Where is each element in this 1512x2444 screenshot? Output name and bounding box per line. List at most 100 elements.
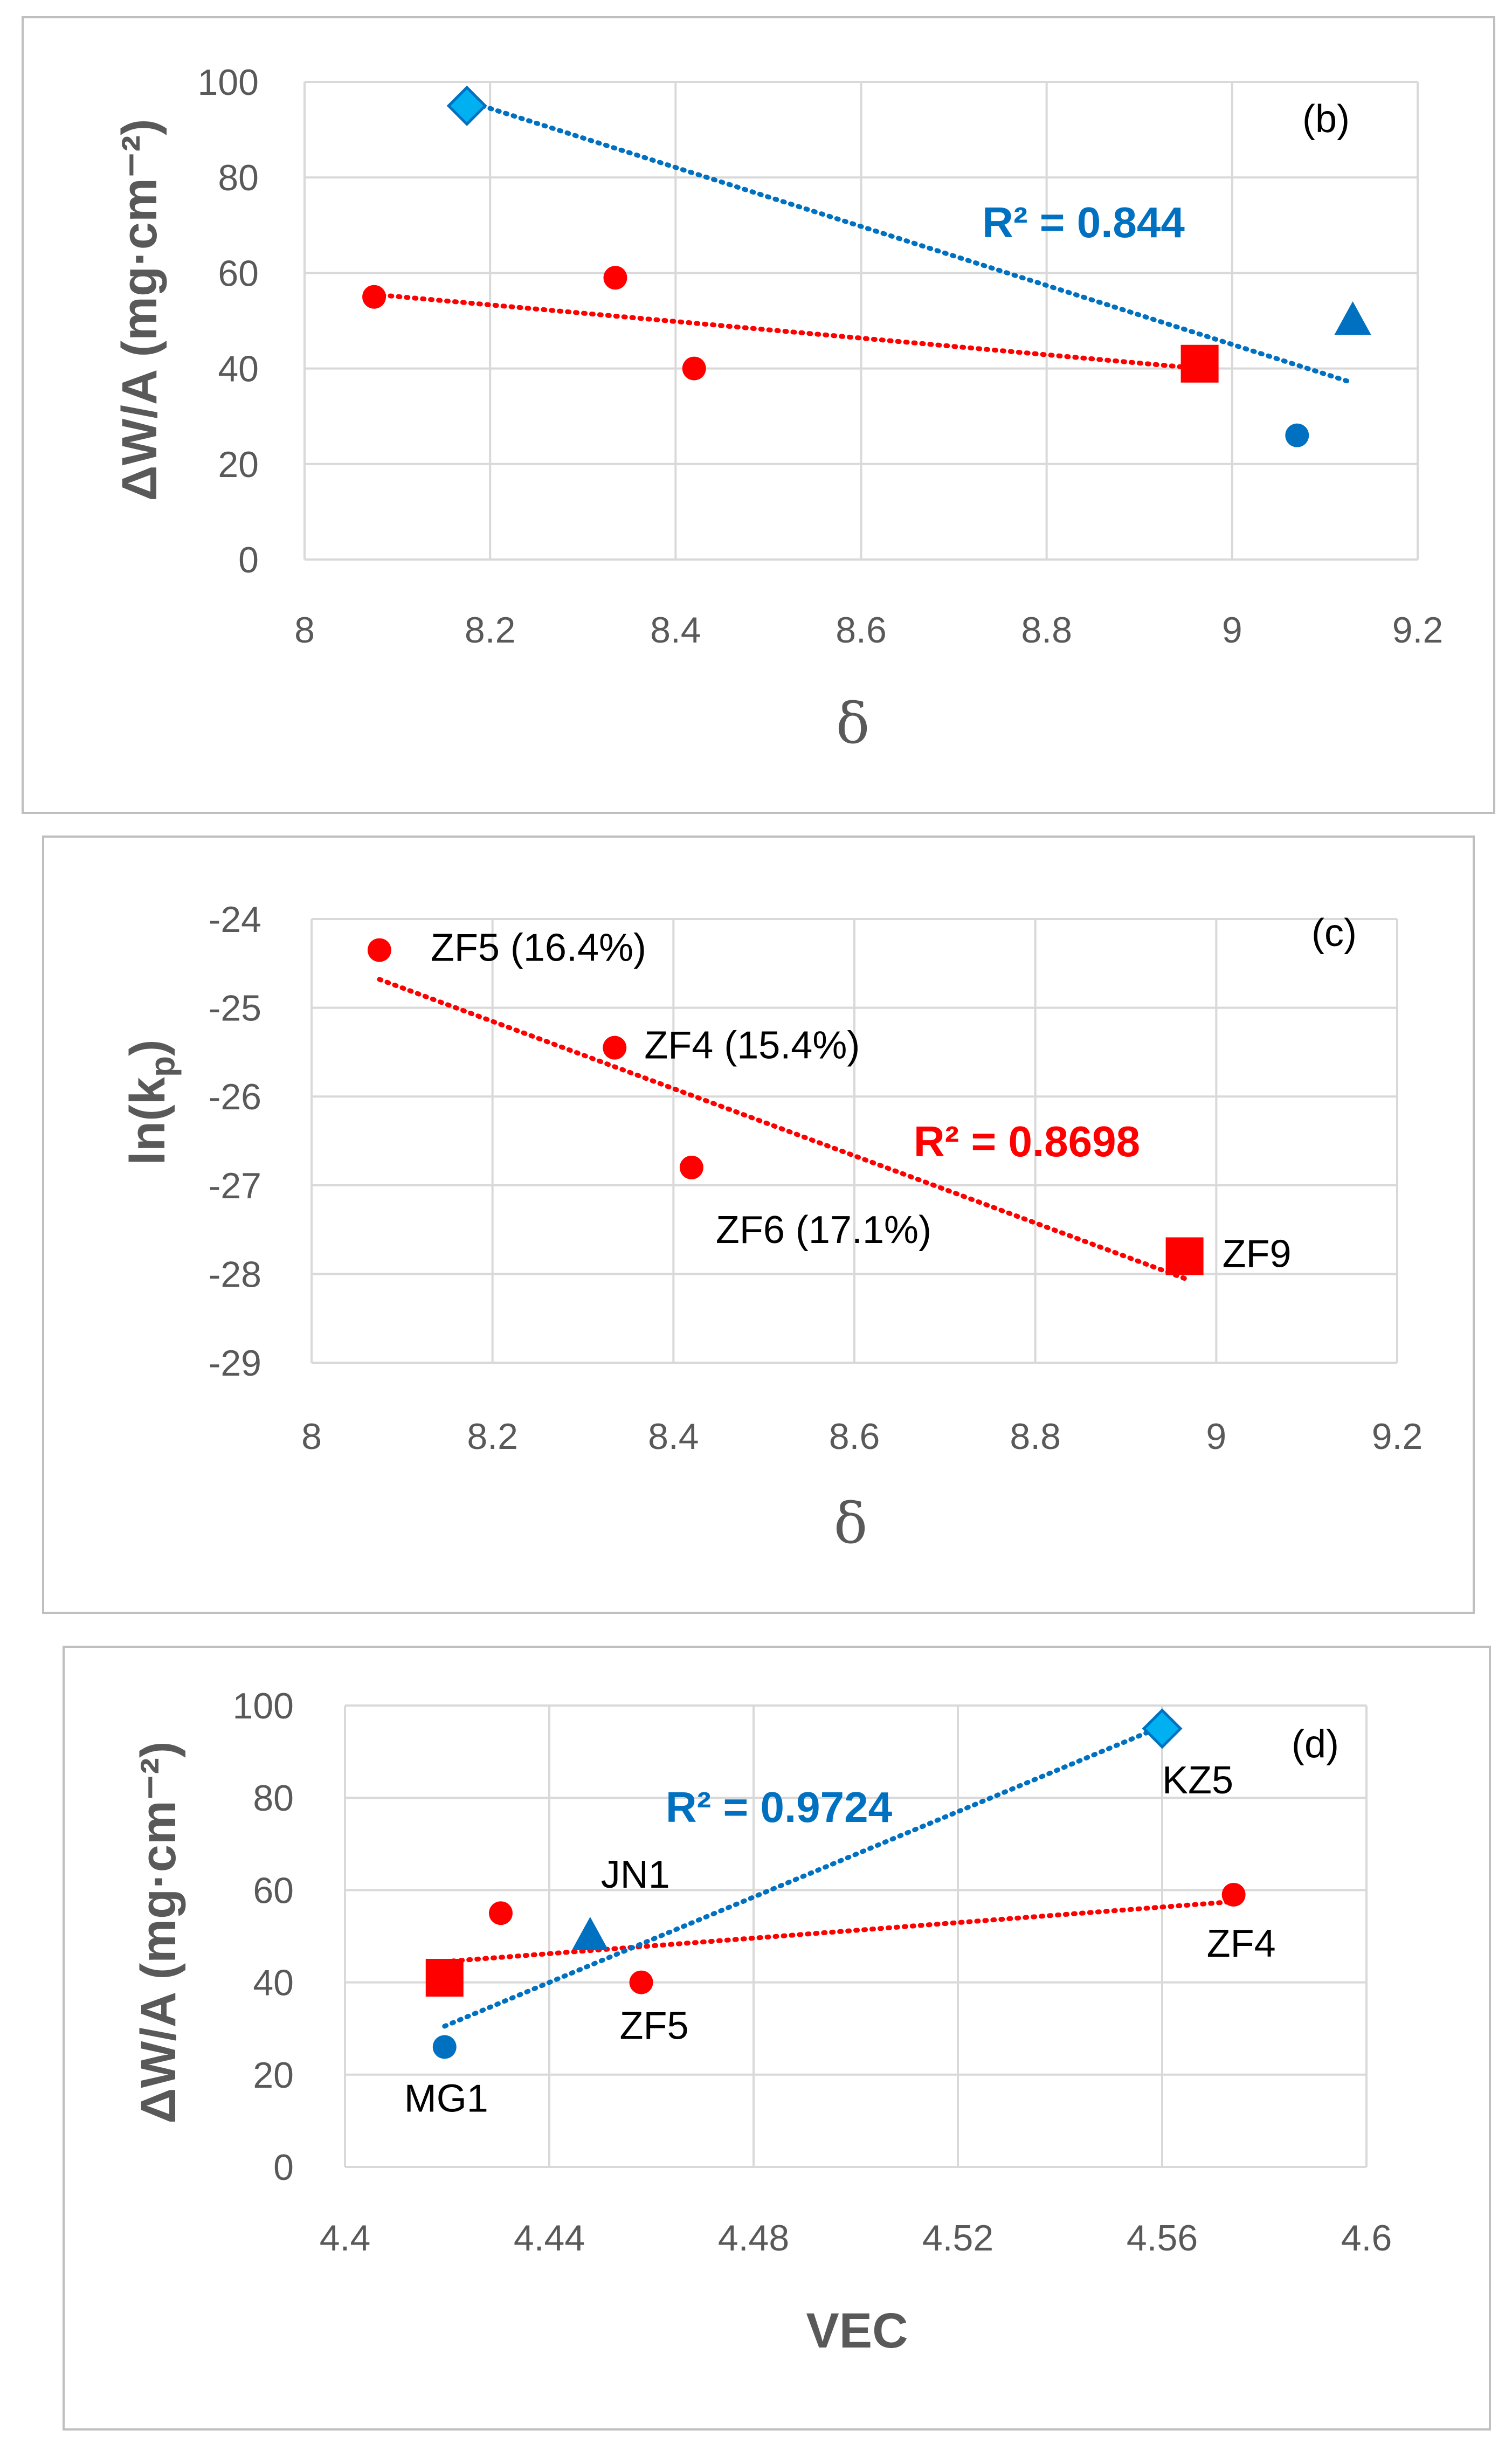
x-tick-label: 9 (1206, 1416, 1226, 1457)
y-tick-label: 100 (198, 62, 259, 103)
blue-diamond-point (1142, 1708, 1183, 1749)
x-tick-label: 9.2 (1392, 610, 1444, 651)
x-tick-label: 8.2 (465, 610, 516, 651)
panel-c-ylabel: ln(kp) (120, 1039, 182, 1165)
x-tick-label: 8.4 (648, 1416, 699, 1457)
blue-circle-point (432, 2035, 457, 2059)
red-circle-point (362, 285, 386, 309)
x-tick-label: 8.6 (836, 610, 887, 651)
panel-b-frame (22, 16, 1495, 814)
panel-c-ticks: 8 8.2 8.4 8.6 8.8 9 9.2 -29 -28 -27 -26 -25 -24 (209, 899, 1423, 1457)
point-label: ZF4 (15.4%) (644, 1024, 860, 1067)
panel-c-trendlines (377, 977, 1187, 1281)
trendline-0 (371, 292, 1203, 371)
y-tick-label: 60 (218, 253, 259, 294)
red-circle-point (682, 356, 706, 381)
panel-d-r2: R² = 0.9724 (666, 1783, 893, 1831)
x-tick-label: 4.48 (718, 2218, 789, 2259)
panel-b-xlabel: δ (836, 691, 870, 756)
point-label: JN1 (601, 1853, 670, 1896)
y-tick-label: 40 (218, 349, 259, 390)
panel-d-points (425, 1708, 1246, 2059)
y-tick-label: -25 (209, 988, 261, 1029)
panel-c-ylabel-end: ) (120, 1039, 175, 1056)
y-tick-label: 100 (233, 1686, 294, 1727)
point-label: ZF6 (17.1%) (716, 1209, 931, 1252)
y-tick-label: -26 (209, 1076, 261, 1117)
red-circle-point (603, 266, 627, 290)
trendline-1 (442, 1724, 1165, 2029)
panel-b-ticks: 8 8.2 8.4 8.6 8.8 9 9.2 0 20 40 60 80 100 (198, 62, 1444, 651)
panel-b-points (362, 85, 1371, 447)
y-tick-label: 60 (253, 1870, 294, 1911)
x-tick-label: 8 (294, 610, 315, 651)
panel-c-frame (42, 836, 1475, 1614)
x-tick-label: 4.52 (922, 2218, 993, 2259)
panel-b-r2: R² = 0.844 (982, 198, 1185, 246)
point-label: MG1 (404, 2077, 488, 2120)
red-circle-point (629, 1970, 653, 1994)
y-tick-label: -27 (209, 1165, 261, 1206)
panel-d-label: (d) (1292, 1723, 1339, 1766)
point-label: KZ5 (1162, 1759, 1233, 1802)
blue-circle-point (1285, 423, 1309, 447)
y-tick-label: 20 (253, 2055, 294, 2096)
blue-triangle-point (1334, 301, 1371, 335)
x-tick-label: 8.2 (467, 1416, 518, 1457)
x-tick-label: 8.8 (1010, 1416, 1061, 1457)
y-tick-label: -24 (209, 899, 261, 940)
panel-c-r2: R² = 0.8698 (914, 1117, 1140, 1165)
x-tick-label: 9.2 (1372, 1416, 1423, 1457)
panel-b-grid (303, 81, 1419, 561)
y-tick-label: 80 (253, 1778, 294, 1819)
panel-b-ylabel: ΔW/A (mg·cm⁻²) (112, 119, 167, 501)
trendline-1 (464, 98, 1356, 385)
panel-c-ylabel-main: ln(k (120, 1076, 175, 1165)
panel-c-point-labels: ZF5 (16.4%) ZF4 (15.4%) ZF6 (17.1%) ZF9 (431, 927, 1292, 1276)
red-circle-point (488, 1901, 513, 1925)
point-label: ZF5 (620, 2005, 689, 2048)
panel-d-point-labels: ZF5 ZF4 MG1 JN1 KZ5 (404, 1759, 1276, 2121)
blue-diamond-point (446, 85, 487, 126)
panel-b-trendlines (371, 98, 1356, 385)
x-tick-label: 4.44 (514, 2218, 585, 2259)
panel-c-ylabel-sub: p (143, 1056, 182, 1077)
panel-d-grid (344, 1704, 1368, 2168)
panel-c-grid (310, 918, 1398, 1364)
red-square-point (425, 1959, 464, 1997)
x-tick-label: 9 (1222, 610, 1242, 651)
panel-c-points (367, 938, 1204, 1275)
point-label: ZF4 (1207, 1922, 1276, 1965)
panel-b: 8 8.2 8.4 8.6 8.8 9 9.2 0 20 40 60 80 100 (b) R² = 0… (22, 16, 1495, 814)
x-tick-label: 8.8 (1021, 610, 1072, 651)
trendline-0 (377, 977, 1187, 1281)
panel-c: 8 8.2 8.4 8.6 8.8 9 9.2 -29 -28 -27 -26 -25 -24 ZF5 … (42, 836, 1475, 1614)
panel-d-ylabel: ΔW/A (mg·cm⁻²) (131, 1741, 186, 2123)
point-label: ZF9 (1223, 1232, 1292, 1275)
red-circle-point (603, 1035, 627, 1060)
y-tick-label: -29 (209, 1343, 261, 1384)
y-tick-label: 40 (253, 1963, 294, 2004)
panel-b-label: (b) (1302, 98, 1350, 141)
y-tick-label: 0 (238, 540, 259, 581)
red-circle-point (1221, 1882, 1246, 1907)
red-circle-point (367, 938, 391, 962)
x-tick-label: 4.56 (1127, 2218, 1198, 2259)
y-tick-label: 0 (273, 2147, 294, 2188)
y-tick-label: 20 (218, 444, 259, 485)
panel-c-xlabel: δ (834, 1490, 868, 1556)
point-label: ZF5 (16.4%) (431, 927, 646, 970)
panel-d-xlabel: VEC (806, 2303, 908, 2358)
x-tick-label: 8 (301, 1416, 322, 1457)
x-tick-label: 8.6 (829, 1416, 880, 1457)
panel-d-trendlines (442, 1724, 1237, 2029)
red-square-point (1165, 1237, 1204, 1275)
y-tick-label: 80 (218, 157, 259, 198)
trendline-0 (442, 1899, 1237, 1964)
panel-c-label: (c) (1311, 912, 1357, 955)
panel-d-frame (63, 1646, 1491, 2431)
x-tick-label: 4.4 (320, 2218, 371, 2259)
blue-triangle-point (571, 1917, 609, 1950)
